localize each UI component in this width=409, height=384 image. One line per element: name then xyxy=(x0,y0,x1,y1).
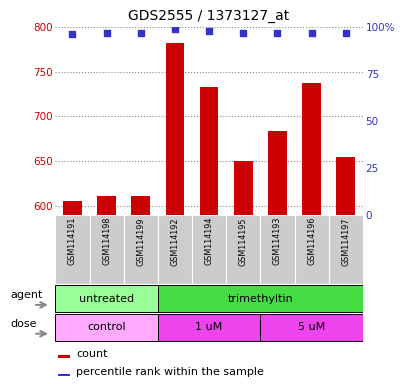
Point xyxy=(137,30,144,36)
Bar xyxy=(191,215,226,284)
Text: GSM114193: GSM114193 xyxy=(272,217,281,265)
Point xyxy=(103,30,110,36)
Point xyxy=(308,30,314,36)
Bar xyxy=(55,314,157,341)
Text: untreated: untreated xyxy=(79,293,134,304)
Bar xyxy=(335,157,354,215)
Text: control: control xyxy=(87,322,126,333)
Text: GSM114196: GSM114196 xyxy=(306,217,315,265)
Text: dose: dose xyxy=(10,319,36,329)
Text: GSM114194: GSM114194 xyxy=(204,217,213,265)
Bar xyxy=(165,43,184,215)
Text: agent: agent xyxy=(10,290,42,300)
Bar xyxy=(233,161,252,215)
Bar xyxy=(58,374,70,376)
Title: GDS2555 / 1373127_at: GDS2555 / 1373127_at xyxy=(128,9,289,23)
Bar xyxy=(294,215,328,284)
Text: GSM114197: GSM114197 xyxy=(340,217,349,266)
Text: GSM114198: GSM114198 xyxy=(102,217,111,265)
Text: GSM114195: GSM114195 xyxy=(238,217,247,266)
Bar xyxy=(226,215,260,284)
Point xyxy=(239,30,246,36)
Point xyxy=(274,30,280,36)
Bar xyxy=(63,201,82,215)
Bar xyxy=(199,87,218,215)
Text: count: count xyxy=(76,349,108,359)
Bar xyxy=(301,83,320,215)
Point xyxy=(205,28,212,34)
Bar xyxy=(157,215,191,284)
Text: GSM114192: GSM114192 xyxy=(170,217,179,266)
Bar xyxy=(157,314,260,341)
Bar xyxy=(260,314,362,341)
Bar xyxy=(267,131,286,215)
Bar xyxy=(131,196,150,215)
Bar xyxy=(328,215,362,284)
Text: trimethyltin: trimethyltin xyxy=(227,293,292,304)
Text: GSM114191: GSM114191 xyxy=(68,217,77,265)
Bar xyxy=(124,215,157,284)
Text: 5 uM: 5 uM xyxy=(297,322,324,333)
Point xyxy=(69,31,76,38)
Point xyxy=(342,30,348,36)
Bar xyxy=(97,196,116,215)
Bar xyxy=(55,215,89,284)
Bar xyxy=(55,285,157,312)
Bar xyxy=(89,215,124,284)
Bar xyxy=(58,356,70,358)
Text: GSM114199: GSM114199 xyxy=(136,217,145,266)
Bar xyxy=(157,285,362,312)
Text: 1 uM: 1 uM xyxy=(195,322,222,333)
Bar xyxy=(260,215,294,284)
Text: percentile rank within the sample: percentile rank within the sample xyxy=(76,367,263,377)
Point xyxy=(171,26,178,32)
